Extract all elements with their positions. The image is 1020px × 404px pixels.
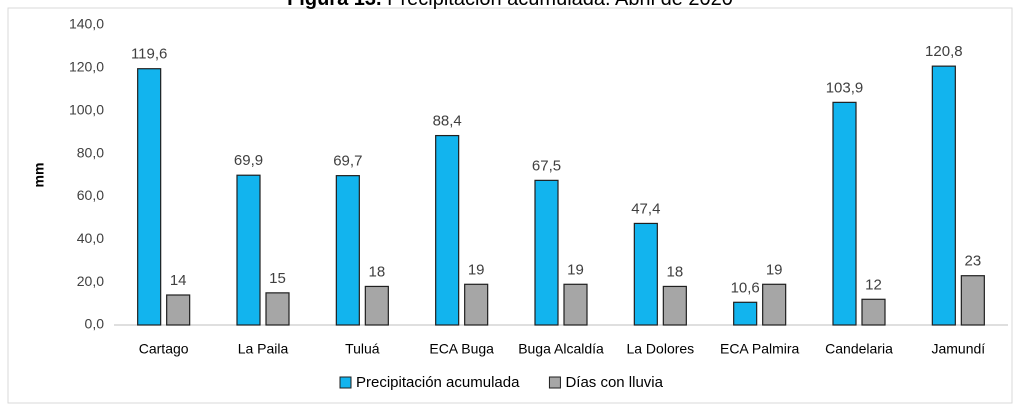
data-label: 67,5 [532, 157, 561, 174]
bar [960, 275, 985, 326]
bar [762, 283, 787, 326]
data-label: 18 [368, 263, 385, 280]
bar [563, 283, 588, 326]
data-label: 23 [964, 253, 981, 270]
x-tick-label: La Paila [238, 341, 289, 357]
y-tick-label: 60,0 [77, 187, 104, 203]
data-label: 14 [170, 272, 187, 289]
title-text: Precipitación acumulada. Abril de 2020 [387, 0, 733, 10]
data-label: 119,6 [131, 46, 167, 63]
data-label: 15 [269, 270, 286, 287]
legend-label: Días con lluvia [565, 374, 663, 391]
data-label: 12 [865, 276, 882, 293]
x-tick-label: ECA Buga [429, 341, 494, 357]
title-label: Figura 13. [287, 0, 381, 10]
bar [534, 179, 559, 326]
y-axis-label: mm [31, 163, 47, 188]
bar [435, 134, 460, 326]
y-tick-label: 20,0 [77, 273, 104, 289]
bar [633, 222, 658, 326]
y-tick-label: 80,0 [77, 144, 104, 160]
data-label: 120,8 [925, 43, 963, 60]
data-label: 19 [766, 261, 783, 278]
data-label: 103,9 [826, 79, 864, 96]
bar [464, 283, 489, 326]
bar [335, 175, 360, 326]
bar [236, 174, 261, 326]
bar [364, 285, 389, 326]
bar [137, 68, 162, 326]
x-tick-label: Jamundí [931, 341, 985, 357]
y-tick-label: 100,0 [69, 101, 104, 117]
y-tick-label: 40,0 [77, 230, 104, 246]
data-label: 18 [666, 263, 683, 280]
bar [662, 285, 687, 326]
data-label: 10,6 [731, 279, 760, 296]
x-tick-label: Candelaria [825, 341, 893, 357]
x-tick-label: Buga Alcaldía [518, 341, 604, 357]
x-tick-label: Tuluá [345, 341, 380, 357]
bar [265, 292, 290, 326]
legend-label: Precipitación acumulada [356, 374, 520, 391]
data-label: 47,4 [631, 200, 660, 217]
data-label: 19 [567, 261, 584, 278]
bar [166, 294, 191, 326]
bar [832, 101, 857, 326]
y-tick-label: 140,0 [69, 16, 104, 32]
data-label: 88,4 [433, 113, 462, 130]
data-label: 69,7 [333, 153, 362, 170]
x-tick-label: Cartago [139, 341, 189, 357]
x-tick-label: ECA Palmira [720, 341, 800, 357]
legend-swatch [548, 376, 561, 389]
bar [931, 65, 956, 326]
bar [733, 301, 758, 326]
x-tick-label: La Dolores [626, 341, 694, 357]
chart-title: Figura 13. Precipitación acumulada. Abri… [287, 0, 733, 10]
data-label: 69,9 [234, 152, 263, 169]
y-tick-label: 0,0 [85, 316, 105, 332]
bar [861, 298, 886, 326]
legend-swatch [339, 376, 352, 389]
y-tick-label: 120,0 [69, 59, 104, 75]
data-label: 19 [468, 261, 485, 278]
